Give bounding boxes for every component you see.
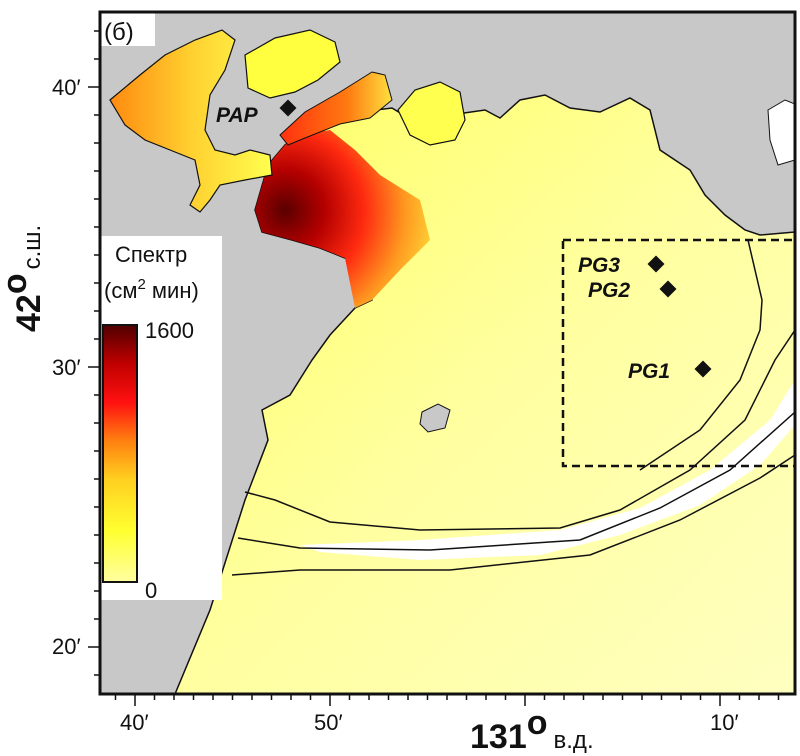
isoline	[244, 329, 795, 531]
station-label: PAP	[216, 104, 259, 127]
colorbar-units-prefix: (см	[104, 278, 137, 303]
colorbar: Спектр (см2 мин) 1600 0	[100, 236, 222, 603]
y-axis-title-unit: с.ш.	[19, 225, 46, 270]
island	[419, 403, 451, 433]
lagoon-north-west	[109, 29, 273, 213]
east-coast-island	[767, 99, 795, 166]
y-tick-label: 40′	[52, 75, 81, 100]
colorbar-min-label: 0	[145, 578, 157, 603]
x-tick-label: 40′	[120, 710, 149, 735]
y-axis-ticks	[88, 30, 100, 676]
x-tick-label: 10′	[710, 710, 739, 735]
station-marker	[659, 280, 677, 298]
colorbar-units-suffix: мин)	[146, 278, 199, 303]
colorbar-max-label: 1600	[145, 318, 194, 343]
y-axis-title: 42o с.ш.	[0, 225, 48, 332]
study-area-box	[561, 238, 795, 468]
station-pap: PAP	[216, 99, 297, 127]
x-axis-title-degree: o	[527, 704, 548, 742]
colorbar-units: (см2 мин)	[104, 276, 199, 303]
station-marker	[694, 360, 712, 378]
station-marker	[647, 255, 665, 273]
y-tick-label: 20′	[52, 634, 81, 659]
isoline	[237, 411, 795, 551]
colorbar-units-sup: 2	[137, 276, 145, 293]
y-axis-title-degree: o	[0, 273, 34, 294]
station-pg3: PG3	[578, 254, 665, 277]
station-marker	[279, 99, 297, 117]
y-axis-title-number: 42	[10, 294, 48, 332]
colorbar-ramp	[102, 324, 138, 583]
x-tick-label: 50′	[314, 710, 343, 735]
station-label: PG2	[588, 279, 630, 302]
high-spectrum-region	[255, 130, 430, 308]
panel-label: (б)	[104, 19, 134, 46]
colorbar-title: Спектр	[115, 242, 187, 267]
panel-label-background	[100, 12, 155, 46]
y-tick-label: 30′	[52, 355, 81, 380]
x-axis-title-number: 131	[470, 718, 527, 756]
station-label: PG3	[578, 254, 620, 277]
isoline	[639, 239, 763, 471]
station-pg2: PG2	[588, 279, 677, 302]
lagoon-north-center	[244, 29, 341, 99]
x-axis-title: 131o в.д.	[470, 704, 594, 756]
lagoon-north-east	[397, 81, 466, 146]
station-pg1: PG1	[628, 360, 712, 383]
channel-stripe	[300, 380, 795, 560]
x-axis-title-unit: в.д.	[554, 727, 594, 754]
isoline	[231, 454, 795, 576]
strait	[279, 71, 393, 146]
x-axis-ticks	[114, 694, 780, 706]
station-label: PG1	[628, 360, 670, 383]
